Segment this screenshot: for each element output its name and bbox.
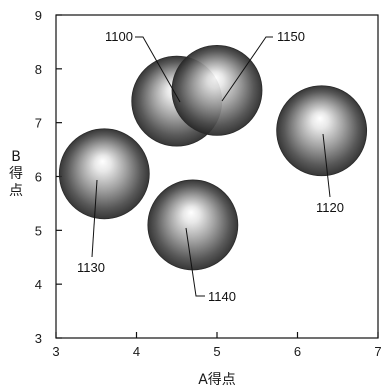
point-label-1100: 1100 xyxy=(105,29,133,44)
leader-line-1100 xyxy=(135,36,181,103)
x-tick-label: 6 xyxy=(294,344,301,359)
y-tick-label: 5 xyxy=(35,223,42,238)
point-label-1150: 1150 xyxy=(277,29,305,44)
y-tick-label: 8 xyxy=(35,62,42,77)
bubble-1140 xyxy=(147,179,239,271)
x-tick-label: 7 xyxy=(374,344,381,359)
bubble-1150 xyxy=(171,44,263,136)
y-axis-title-char-3: 点 xyxy=(9,183,23,199)
y-tick-label: 3 xyxy=(35,331,42,346)
bubble-1130 xyxy=(58,128,150,220)
x-axis-title: A得点 xyxy=(198,371,236,388)
x-tick-label: 4 xyxy=(133,344,140,359)
bubble-layer xyxy=(58,44,368,271)
annotation-layer: 1100 1150 1120 1130 1140 xyxy=(77,29,344,304)
y-tick-label: 9 xyxy=(35,8,42,23)
x-tick-label: 3 xyxy=(52,344,59,359)
leader-line-1120 xyxy=(322,133,331,198)
y-axis-title-char-1: B xyxy=(11,149,21,165)
point-label-1130: 1130 xyxy=(77,260,105,275)
bubble-1120 xyxy=(276,85,368,177)
x-tick-label: 5 xyxy=(213,344,220,359)
y-tick-label: 4 xyxy=(35,277,42,292)
leader-line-1140 xyxy=(185,227,205,297)
x-axis: 3 4 5 6 7 xyxy=(52,332,382,359)
point-label-1140: 1140 xyxy=(208,289,236,304)
leader-line-1150 xyxy=(221,36,273,102)
leader-line-1130 xyxy=(91,179,98,258)
y-axis: 3 4 5 6 7 8 9 xyxy=(35,8,62,346)
y-tick-label: 7 xyxy=(35,116,42,131)
y-axis-title-char-2: 得 xyxy=(9,165,23,182)
point-label-1120: 1120 xyxy=(316,200,344,215)
y-tick-label: 6 xyxy=(35,170,42,185)
